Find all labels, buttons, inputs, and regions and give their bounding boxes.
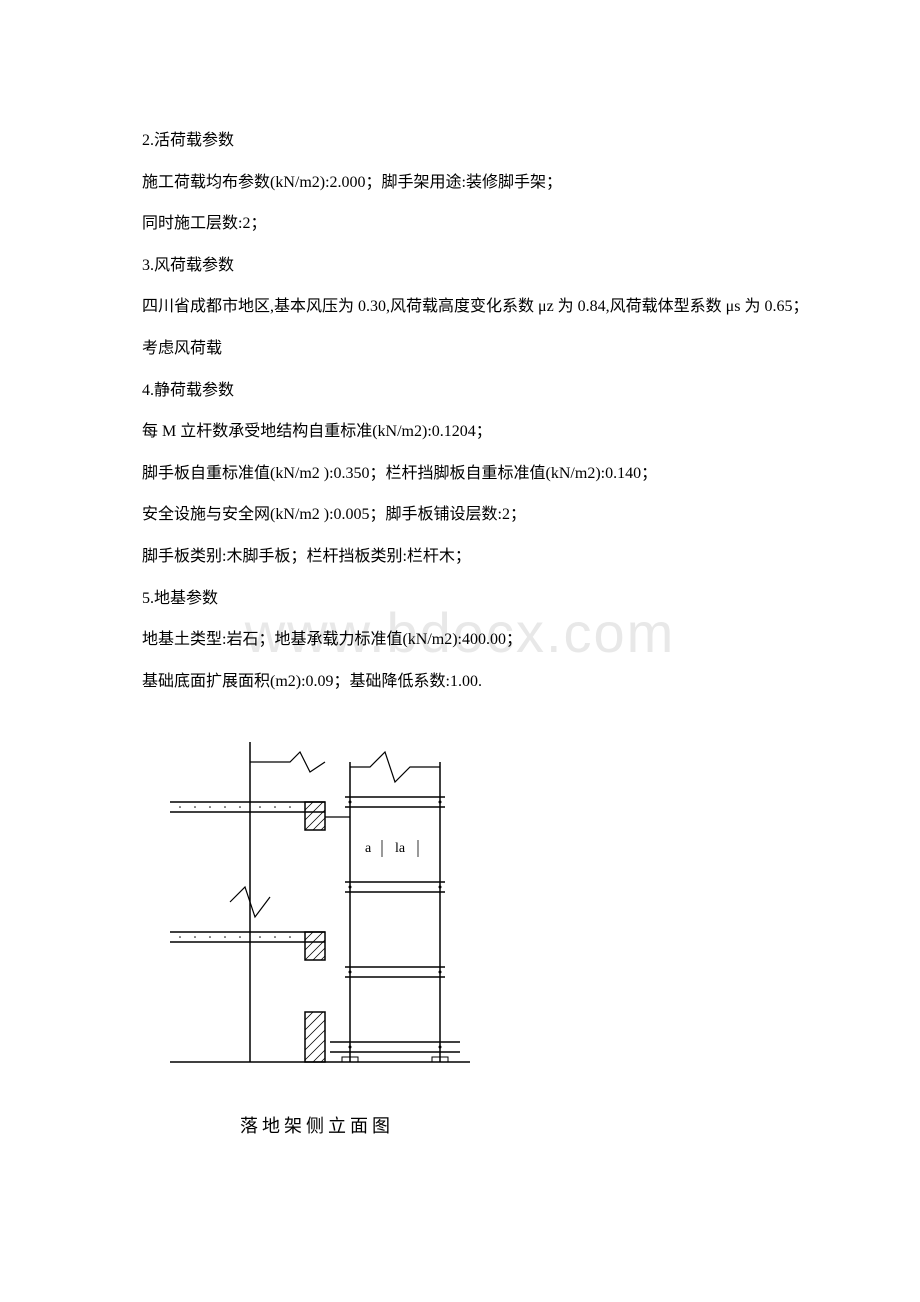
para-foundation-area: 基础底面扩展面积(m2):0.09；基础降低系数:1.00. bbox=[110, 661, 810, 703]
para-soil-type: 地基土类型:岩石；地基承载力标准值(kN/m2):400.00； bbox=[110, 619, 810, 661]
para-wind-load-detail: 四川省成都市地区,基本风压为 0.30,风荷载高度变化系数 μz 为 0.84,… bbox=[110, 286, 810, 328]
label-la: la bbox=[395, 841, 406, 856]
para-construction-load: 施工荷载均布参数(kN/m2):2.000；脚手架用途:装修脚手架； bbox=[110, 162, 810, 204]
para-board-weight: 脚手板自重标准值(kN/m2 ):0.350；栏杆挡脚板自重标准值(kN/m2)… bbox=[110, 453, 810, 495]
para-safety-net: 安全设施与安全网(kN/m2 ):0.005；脚手板铺设层数:2； bbox=[110, 494, 810, 536]
para-pole-weight: 每 M 立杆数承受地结构自重标准(kN/m2):0.1204； bbox=[110, 411, 810, 453]
diagram-container: a la 落地架侧立面图 bbox=[170, 742, 810, 1138]
document-content: 2.活荷载参数 施工荷载均布参数(kN/m2):2.000；脚手架用途:装修脚手… bbox=[110, 120, 810, 702]
para-live-load-title: 2.活荷载参数 bbox=[110, 120, 810, 162]
diagram-caption: 落地架侧立面图 bbox=[240, 1112, 810, 1138]
para-board-type: 脚手板类别:木脚手板；栏杆挡板类别:栏杆木； bbox=[110, 536, 810, 578]
para-dead-load-title: 4.静荷载参数 bbox=[110, 370, 810, 412]
para-foundation-title: 5.地基参数 bbox=[110, 578, 810, 620]
scaffold-diagram: a la bbox=[170, 742, 480, 1082]
para-consider-wind: 考虑风荷载 bbox=[110, 328, 810, 370]
label-a: a bbox=[365, 841, 372, 856]
para-layers: 同时施工层数:2； bbox=[110, 203, 810, 245]
para-wind-load-title: 3.风荷载参数 bbox=[110, 245, 810, 287]
